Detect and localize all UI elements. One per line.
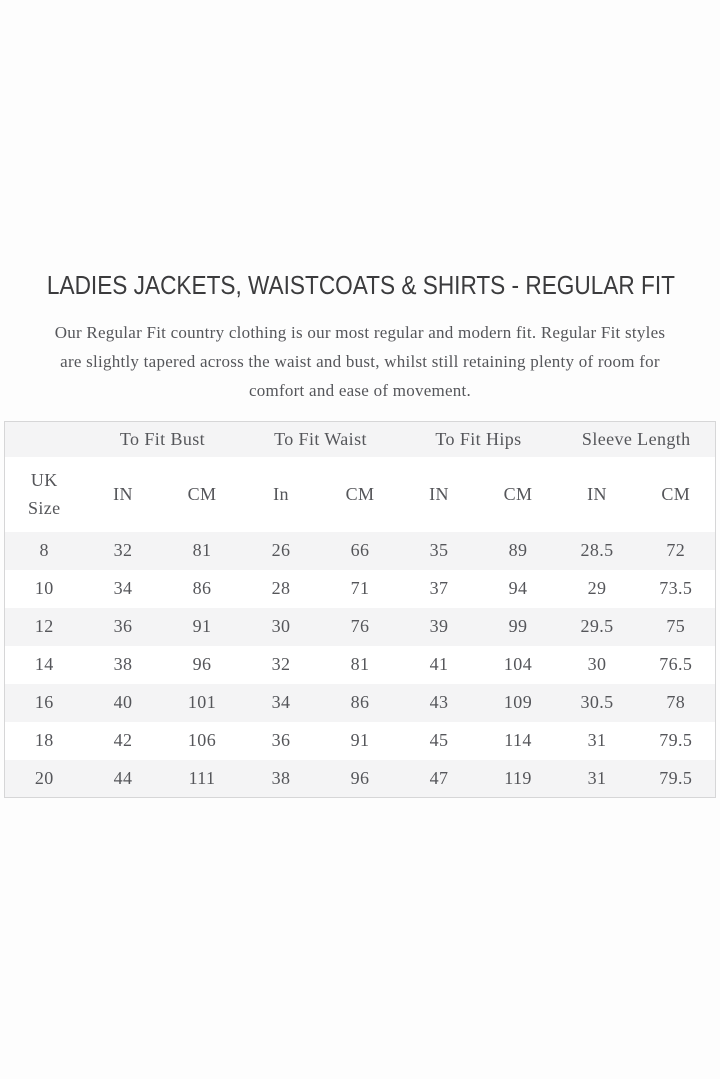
table-row: 14 38 96 32 81 41 104 30 76.5: [4, 645, 716, 684]
unit-header-sleeve-cm: CM: [661, 483, 691, 504]
table-cell: 16: [34, 692, 54, 712]
unit-header-bust-in: IN: [113, 483, 133, 504]
table-cell: 73.5: [659, 578, 693, 598]
table-cell: 86: [350, 692, 370, 712]
description-line: Our Regular Fit country clothing is our …: [54, 323, 666, 342]
table-cell: 81: [350, 654, 370, 674]
table-cell: 43: [429, 692, 449, 712]
description-line: are slightly tapered across the waist an…: [60, 352, 660, 371]
table-cell: 91: [350, 730, 370, 750]
table-cell: 89: [508, 540, 528, 560]
table-cell: 20: [34, 767, 54, 788]
table-cell: 96: [350, 767, 370, 788]
table-cell: 30.5: [580, 692, 614, 712]
table-cell: 29: [587, 578, 607, 598]
unit-header-hips-in: IN: [429, 483, 449, 504]
table-cell: 79.5: [659, 730, 693, 750]
table-cell: 31: [587, 730, 607, 750]
table-cell: 40: [113, 692, 133, 712]
table-cell: 111: [188, 767, 216, 788]
table-cell: 99: [508, 616, 528, 636]
table-cell: 32: [113, 540, 133, 560]
table-row: 12 36 91 30 76 39 99 29.5 75: [4, 607, 716, 646]
table-row: 16 40 101 34 86 43 109 30.5 78: [4, 683, 716, 722]
table-cell: 32: [271, 654, 291, 674]
page-title-text: LADIES JACKETS, WAISTCOATS & SHIRTS - RE…: [46, 270, 675, 300]
table-cell: 8: [39, 540, 49, 560]
table-cell: 37: [429, 578, 449, 598]
table-cell: 91: [192, 616, 212, 636]
size-chart-table: To Fit Bust To Fit Waist To Fit Hips Sle…: [4, 421, 716, 798]
table-cell: 104: [503, 654, 533, 674]
table-row: 8 32 81 26 66 35 89 28.5 72: [4, 531, 716, 570]
group-header-hips: To Fit Hips: [435, 428, 522, 449]
table-cell: 42: [113, 730, 133, 750]
table-cell: 39: [429, 616, 449, 636]
unit-header-uk-size: UK Size: [5, 457, 84, 532]
page-title: LADIES JACKETS, WAISTCOATS & SHIRTS - RE…: [0, 272, 720, 298]
uk-size-label: UK Size: [27, 470, 61, 518]
table-cell: 36: [271, 730, 291, 750]
table-cell: 14: [34, 654, 54, 674]
table-cell: 109: [503, 692, 533, 712]
table-cell: 86: [192, 578, 212, 598]
table-cell: 12: [34, 616, 54, 636]
table-cell: 44: [113, 767, 133, 788]
group-header-empty: [5, 422, 84, 457]
group-header-bust: To Fit Bust: [119, 428, 206, 449]
group-header-waist: To Fit Waist: [274, 428, 367, 449]
table-cell: 30: [271, 616, 291, 636]
unit-header-waist-in: In: [273, 483, 289, 504]
table-cell: 76: [350, 616, 370, 636]
table-row: 10 34 86 28 71 37 94 29 73.5: [4, 569, 716, 608]
table-cell: 45: [429, 730, 449, 750]
size-table-head: To Fit Bust To Fit Waist To Fit Hips Sle…: [4, 421, 716, 532]
table-cell: 94: [508, 578, 528, 598]
table-cell: 38: [271, 767, 291, 788]
table-cell: 28: [271, 578, 291, 598]
table-cell: 78: [666, 692, 686, 712]
table-cell: 36: [113, 616, 133, 636]
table-cell: 34: [113, 578, 133, 598]
unit-header-bust-cm: CM: [187, 483, 217, 504]
table-cell: 35: [429, 540, 449, 560]
table-cell: 29.5: [580, 616, 614, 636]
table-cell: 71: [350, 578, 370, 598]
unit-header-sleeve-in: IN: [587, 483, 607, 504]
unit-header-waist-cm: CM: [345, 483, 375, 504]
table-cell: 66: [350, 540, 370, 560]
description-line: comfort and ease of movement.: [248, 381, 472, 400]
table-cell: 34: [271, 692, 291, 712]
table-cell: 10: [34, 578, 54, 598]
table-row: 18 42 106 36 91 45 114 31 79.5: [4, 721, 716, 760]
table-row: 20 44 111 38 96 47 119 31 79.5: [4, 759, 716, 798]
unit-header-row: UK Size IN CM In CM IN CM IN CM: [4, 456, 716, 532]
table-cell: 18: [34, 730, 54, 750]
table-cell: 38: [113, 654, 133, 674]
table-cell: 72: [666, 540, 686, 560]
table-cell: 26: [271, 540, 291, 560]
table-cell: 119: [504, 767, 532, 788]
table-cell: 106: [187, 730, 217, 750]
table-cell: 75: [666, 616, 686, 636]
group-header-sleeve: Sleeve Length: [581, 428, 691, 449]
table-cell: 81: [192, 540, 212, 560]
table-cell: 41: [429, 654, 449, 674]
fit-description: Our Regular Fit country clothing is our …: [0, 318, 720, 405]
table-cell: 28.5: [580, 540, 614, 560]
table-cell: 96: [192, 654, 212, 674]
unit-header-hips-cm: CM: [503, 483, 533, 504]
table-cell: 114: [504, 730, 532, 750]
table-cell: 30: [587, 654, 607, 674]
table-cell: 101: [187, 692, 217, 712]
table-cell: 47: [429, 767, 449, 788]
table-cell: 31: [587, 767, 607, 788]
size-table-body: 8 32 81 26 66 35 89 28.5 72 10 34 86 28 71 37 94 29 73.5 1…: [4, 531, 716, 798]
table-cell: 76.5: [659, 654, 693, 674]
group-header-row: To Fit Bust To Fit Waist To Fit Hips Sle…: [4, 421, 716, 457]
table-cell: 79.5: [659, 767, 693, 788]
